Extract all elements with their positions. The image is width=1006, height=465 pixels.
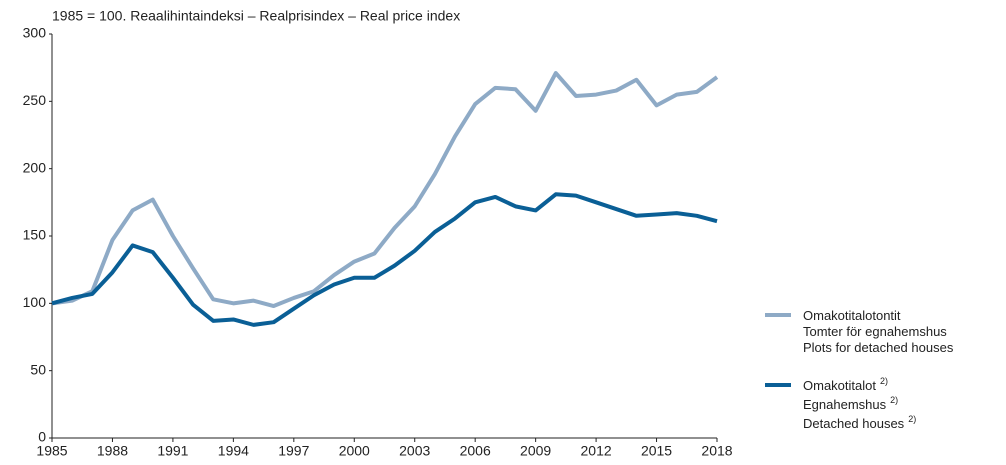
x-tick-label: 1991 — [157, 443, 188, 459]
x-tick-label: 1988 — [97, 443, 128, 459]
x-tick-label: 1985 — [36, 443, 67, 459]
y-tick-label: 150 — [23, 227, 47, 243]
legend-label: Egnahemshus 2) — [803, 395, 898, 412]
legend-text: Tomter för egnahemshus — [803, 324, 947, 339]
y-tick-label: 300 — [23, 25, 47, 41]
legend-text: Detached houses — [803, 416, 905, 431]
legend-text: Plots for detached houses — [803, 340, 954, 355]
y-tick-label: 200 — [23, 159, 47, 175]
y-tick-label: 100 — [23, 294, 47, 310]
x-tick-label: 2006 — [460, 443, 491, 459]
x-tick-label: 2003 — [399, 443, 430, 459]
y-tick-label: 0 — [38, 429, 46, 445]
x-tick-label: 1997 — [278, 443, 309, 459]
series-line — [51, 192, 718, 327]
x-tick-label: 2012 — [581, 443, 612, 459]
legend-footnote: 2) — [880, 376, 888, 386]
series-line — [51, 71, 719, 309]
x-tick-label: 2000 — [339, 443, 370, 459]
x-tick-label: 1994 — [218, 443, 249, 459]
legend-label: Detached houses 2) — [803, 414, 916, 431]
x-tick-label: 2015 — [641, 443, 672, 459]
legend-text: Omakotitalotontit — [803, 308, 901, 323]
chart-title: 1985 = 100. Reaalihintaindeksi – Realpri… — [52, 8, 460, 24]
x-tick-label: 2018 — [701, 443, 732, 459]
legend-label: Omakotitalotontit — [803, 308, 901, 323]
legend-label: Plots for detached houses — [803, 340, 954, 355]
legend-footnote: 2) — [890, 395, 898, 405]
x-tick-label: 2009 — [520, 443, 551, 459]
y-tick-label: 250 — [23, 92, 47, 108]
legend-text: Egnahemshus — [803, 397, 887, 412]
y-tick-label: 50 — [30, 361, 46, 377]
legend-label: Tomter för egnahemshus — [803, 324, 947, 339]
legend-text: Omakotitalot — [803, 378, 876, 393]
legend-label: Omakotitalot 2) — [803, 376, 888, 393]
legend-footnote: 2) — [908, 414, 916, 424]
